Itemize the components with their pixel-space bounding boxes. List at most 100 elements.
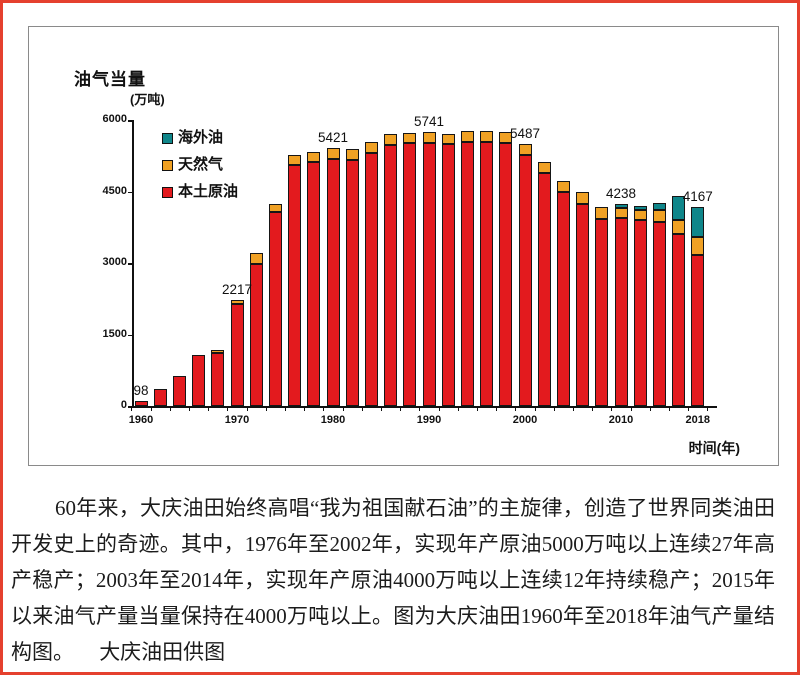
bar-segment-本土原油-2012 bbox=[633, 220, 647, 406]
x-tick-label-1980: 1980 bbox=[320, 414, 346, 426]
x-tick bbox=[304, 407, 306, 411]
x-tick bbox=[400, 407, 402, 411]
value-label-1980: 5421 bbox=[317, 129, 349, 145]
bar-segment-天然气-1994 bbox=[460, 130, 474, 142]
legend-item-overseas-oil: 海外油 bbox=[162, 130, 238, 146]
bar-segment-天然气-2018 bbox=[691, 236, 705, 256]
y-tick-label: 0 bbox=[120, 399, 127, 411]
bar-segment-本土原油-1980 bbox=[326, 159, 340, 406]
bar-segment-本土原油-1968 bbox=[211, 352, 225, 406]
x-tick bbox=[534, 407, 536, 411]
bar-segment-本土原油-2006 bbox=[576, 203, 590, 406]
value-label-2010: 4238 bbox=[605, 185, 637, 201]
value-label-2018: 4167 bbox=[682, 189, 713, 205]
x-tick bbox=[592, 407, 594, 411]
bar-segment-天然气-1976 bbox=[288, 155, 302, 165]
x-tick bbox=[285, 407, 286, 411]
value-label-1970: 2217 bbox=[221, 282, 253, 298]
bar-segment-海外油-2018 bbox=[691, 207, 705, 237]
x-tick bbox=[611, 407, 613, 411]
x-tick bbox=[169, 407, 171, 411]
value-label-1990: 5741 bbox=[413, 114, 445, 130]
x-tick bbox=[323, 407, 325, 411]
natural-gas-swatch-icon bbox=[162, 159, 173, 171]
bar-segment-天然气-1998 bbox=[499, 131, 513, 143]
legend-label: 海外油 bbox=[178, 129, 224, 146]
bar-segment-天然气-2002 bbox=[537, 162, 551, 173]
value-label-1960: 98 bbox=[133, 383, 149, 399]
bar-segment-本土原油-2016 bbox=[672, 234, 686, 406]
bar-segment-本土原油-1970 bbox=[230, 303, 244, 406]
bar-segment-天然气-1982 bbox=[345, 149, 359, 161]
x-axis-line bbox=[132, 406, 717, 408]
x-tick bbox=[553, 407, 555, 411]
x-tick bbox=[419, 407, 421, 411]
value-label-2000: 5487 bbox=[509, 126, 541, 142]
bar-segment-本土原油-1996 bbox=[480, 141, 494, 406]
bar-segment-海外油-2016 bbox=[672, 196, 686, 221]
x-tick bbox=[496, 407, 498, 411]
bar-segment-天然气-2010 bbox=[614, 208, 628, 219]
x-tick bbox=[189, 407, 190, 411]
bar-segment-天然气-2014 bbox=[652, 210, 666, 222]
y-axis-unit: (万吨) bbox=[130, 92, 165, 107]
bar-segment-天然气-1972 bbox=[249, 253, 263, 264]
bar-segment-天然气-2016 bbox=[672, 220, 686, 235]
y-tick bbox=[128, 334, 132, 336]
x-tick bbox=[457, 407, 459, 411]
x-tick bbox=[573, 407, 574, 411]
bar-segment-天然气-2008 bbox=[595, 206, 609, 220]
x-tick-label-1990: 1990 bbox=[416, 414, 442, 426]
bar-segment-本土原油-1982 bbox=[345, 160, 359, 406]
y-tick bbox=[128, 263, 132, 265]
bar-segment-本土原油-1960 bbox=[134, 401, 148, 406]
x-tick bbox=[688, 407, 690, 411]
x-tick-label-1960: 1960 bbox=[128, 414, 154, 426]
bar-segment-本土原油-1994 bbox=[460, 141, 474, 406]
bar-segment-本土原油-2000 bbox=[518, 155, 532, 406]
x-tick bbox=[131, 407, 133, 411]
caption-credit: 大庆油田供图 bbox=[99, 640, 226, 664]
x-tick bbox=[227, 407, 229, 411]
x-tick bbox=[208, 407, 210, 411]
bar-segment-天然气-2000 bbox=[518, 144, 532, 156]
y-tick-label: 3000 bbox=[102, 256, 127, 268]
y-tick bbox=[128, 191, 132, 193]
y-tick bbox=[128, 406, 132, 408]
bar-segment-海外油-2014 bbox=[652, 203, 666, 211]
legend-label: 天然气 bbox=[178, 156, 224, 173]
bar-segment-天然气-2012 bbox=[633, 209, 647, 221]
bar-segment-天然气-1988 bbox=[403, 132, 417, 144]
bar-segment-天然气-1996 bbox=[480, 130, 494, 142]
x-tick bbox=[150, 407, 152, 411]
y-axis-line bbox=[132, 120, 134, 406]
legend-label: 本土原油 bbox=[178, 183, 239, 200]
domestic-crude-swatch-icon bbox=[162, 186, 173, 198]
bar-segment-天然气-2004 bbox=[556, 180, 570, 192]
caption-text: 60年来，大庆油田始终高唱“我为祖国献石油”的主旋律，创造了世界同类油田开发史上… bbox=[11, 496, 775, 664]
bar-segment-天然气-1984 bbox=[364, 142, 378, 153]
bar-segment-本土原油-1966 bbox=[192, 355, 206, 406]
bar-segment-天然气-1974 bbox=[268, 203, 282, 213]
bar-segment-本土原油-2014 bbox=[652, 221, 666, 406]
x-tick-label-2010: 2010 bbox=[608, 414, 634, 426]
caption-paragraph: 60年来，大庆油田始终高唱“我为祖国献石油”的主旋律，创造了世界同类油田开发史上… bbox=[11, 490, 775, 670]
x-tick-label-2000: 2000 bbox=[512, 414, 538, 426]
bar-segment-本土原油-1972 bbox=[249, 263, 263, 406]
bar-segment-天然气-2006 bbox=[576, 191, 590, 204]
y-tick-label: 6000 bbox=[102, 113, 127, 125]
bar-segment-本土原油-1998 bbox=[499, 142, 513, 406]
bar-segment-本土原油-2004 bbox=[556, 191, 570, 406]
legend: 海外油 天然气 本土原油 bbox=[162, 130, 238, 211]
bar-segment-本土原油-1988 bbox=[403, 143, 417, 406]
x-tick bbox=[515, 407, 517, 411]
bar-segment-本土原油-1986 bbox=[384, 144, 398, 406]
y-tick bbox=[128, 120, 132, 122]
bar-segment-海外油-2012 bbox=[633, 205, 647, 210]
x-tick-label-2018: 2018 bbox=[685, 414, 711, 426]
legend-item-natural-gas: 天然气 bbox=[162, 157, 238, 173]
bar-segment-本土原油-2018 bbox=[691, 255, 705, 406]
bar-segment-天然气-1992 bbox=[441, 133, 455, 145]
legend-item-domestic-crude: 本土原油 bbox=[162, 184, 238, 200]
